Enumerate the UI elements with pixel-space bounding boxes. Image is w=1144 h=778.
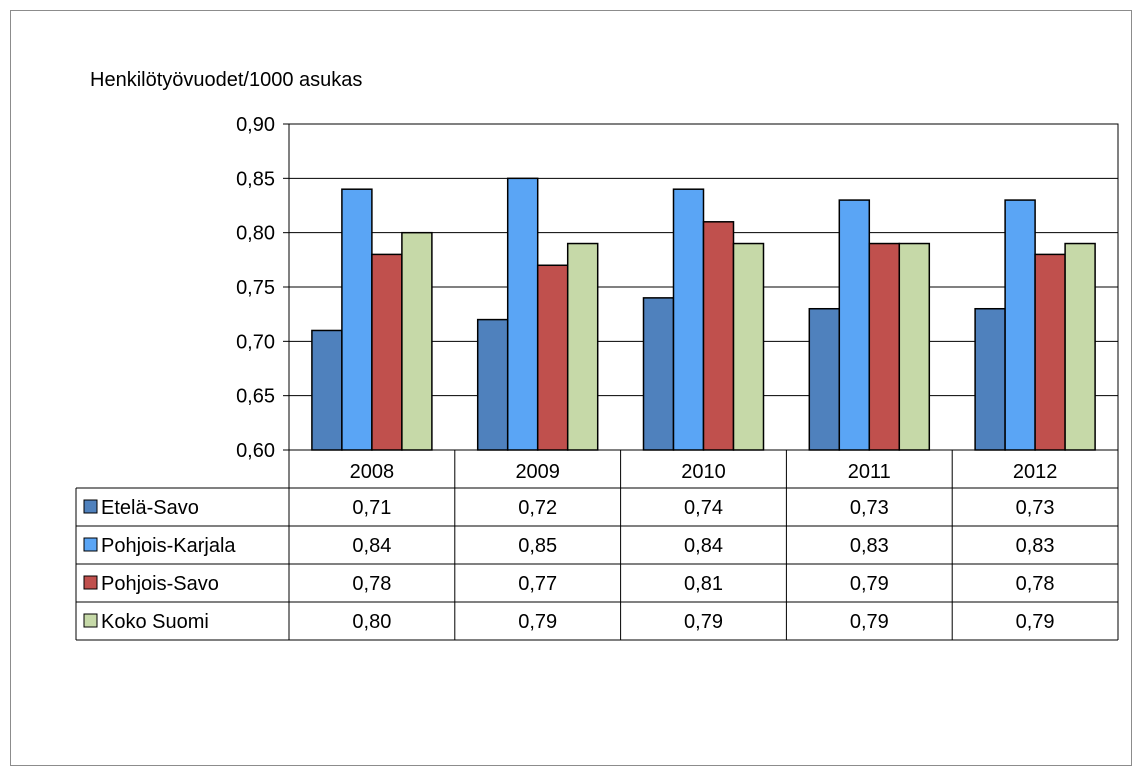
legend-key (83, 499, 98, 514)
bar (341, 188, 373, 451)
y-axis: 0,60 0,65 0,70 0,75 0,80 0,85 0,90 (236, 114, 1119, 462)
y-tick-label: 0,90 (236, 114, 275, 136)
x-tick-label: 2010 (681, 461, 726, 483)
table-cell-value: 0,71 (352, 497, 391, 519)
table-cell-value: 0,79 (850, 573, 889, 595)
y-tick-label: 0,60 (236, 440, 275, 462)
table-cell-value: 0,85 (518, 535, 557, 557)
x-tick-label: 2008 (350, 461, 395, 483)
data-table: 2008 2009 2010 2011 2012 Etelä-Savo 0,71 0,72 0,… (75, 450, 1119, 641)
bar (838, 199, 871, 451)
x-tick-label: 2011 (848, 461, 891, 483)
bar (401, 231, 433, 451)
bar (808, 307, 841, 451)
bar (476, 318, 509, 451)
table-cell-value: 0,78 (1016, 573, 1055, 595)
bar (1004, 199, 1036, 451)
bar (868, 242, 901, 451)
bar (506, 177, 539, 451)
legend-label: Etelä-Savo (101, 497, 199, 519)
bar (1064, 242, 1096, 451)
table-cell-value: 0,79 (850, 611, 889, 633)
legend-key (83, 613, 98, 628)
table-cell-value: 0,84 (352, 535, 391, 557)
y-tick-label: 0,80 (236, 223, 275, 245)
table-cell-value: 0,83 (1016, 535, 1055, 557)
table-cell-value: 0,73 (1016, 497, 1055, 519)
table-cell-value: 0,74 (684, 497, 723, 519)
bar (371, 253, 403, 451)
y-tick-label: 0,65 (236, 386, 275, 408)
y-axis-title: Henkilötyövuodet/1000 asukas (90, 69, 362, 91)
y-tick-label: 0,70 (236, 331, 275, 353)
table-cell-value: 0,79 (518, 611, 557, 633)
table-cell-value: 0,84 (684, 535, 723, 557)
bar (898, 242, 931, 451)
legend-key (83, 575, 98, 590)
legend-key (83, 537, 98, 552)
table-cell-value: 0,80 (352, 611, 391, 633)
bar (311, 329, 343, 451)
x-tick-label: 2012 (1013, 461, 1058, 483)
bar (702, 221, 735, 451)
y-tick-label: 0,75 (236, 277, 275, 299)
bar (642, 297, 675, 451)
bar (672, 188, 705, 451)
table-cell-value: 0,77 (518, 573, 557, 595)
bar (1034, 253, 1066, 451)
bar (566, 242, 599, 451)
plot-border (288, 123, 1119, 451)
bar (732, 242, 765, 451)
x-tick-label: 2009 (515, 461, 560, 483)
table-cell-value: 0,73 (850, 497, 889, 519)
table-cell-value: 0,72 (518, 497, 557, 519)
legend-label: Pohjois-Karjala (101, 535, 236, 557)
legend-label: Pohjois-Savo (101, 573, 219, 595)
bar (974, 307, 1006, 451)
table-cell-value: 0,81 (684, 573, 723, 595)
table-cell-value: 0,79 (684, 611, 723, 633)
table-cell-value: 0,79 (1016, 611, 1055, 633)
bar (536, 264, 569, 451)
table-cell-value: 0,78 (352, 573, 391, 595)
table-cell-value: 0,83 (850, 535, 889, 557)
y-tick-label: 0,85 (236, 168, 275, 190)
legend-label: Koko Suomi (101, 611, 209, 633)
